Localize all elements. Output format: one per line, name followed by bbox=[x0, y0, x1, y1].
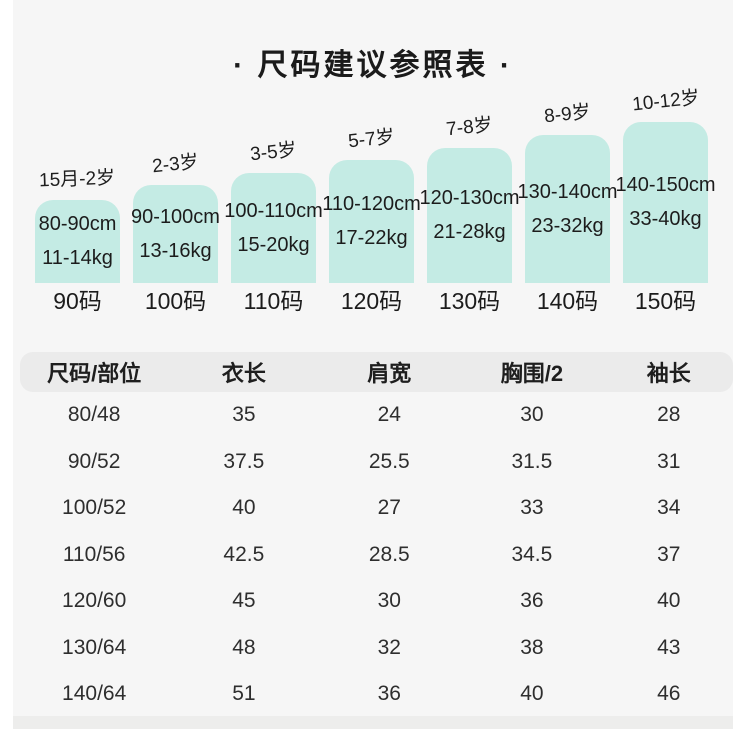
height-range: 140-150cm bbox=[615, 174, 716, 196]
cell-sleeve-length: 43 bbox=[657, 635, 681, 659]
col-header-shoulder-width: 肩宽 bbox=[367, 361, 412, 386]
size-bar: 140-150cm 33-40kg bbox=[615, 122, 716, 283]
cell-garment-length: 40 bbox=[232, 496, 256, 520]
weight-range: 13-16kg bbox=[139, 239, 212, 262]
age-range-label: 8-9岁 bbox=[543, 101, 592, 128]
cell-size: 120/60 bbox=[62, 589, 127, 613]
weight-range: 21-28kg bbox=[433, 221, 506, 243]
weight-range: 23-32kg bbox=[531, 214, 604, 237]
bottom-edge-strip bbox=[13, 716, 733, 729]
age-range-label: 15月-2岁 bbox=[39, 167, 116, 192]
table-row: 90/52 37.5 25.5 31.5 31 bbox=[20, 439, 733, 486]
cell-half-chest: 40 bbox=[520, 682, 544, 706]
cell-half-chest: 31.5 bbox=[511, 449, 553, 473]
size-code-label: 120码 bbox=[340, 288, 403, 314]
size-code-label: 100码 bbox=[144, 288, 207, 314]
cell-shoulder-width: 28.5 bbox=[368, 542, 410, 566]
size-column-100: 2-3岁 90-100cm 13-16kg 100码 bbox=[131, 149, 220, 314]
cell-garment-length: 35 bbox=[232, 403, 256, 427]
table-row: 80/48 35 24 30 28 bbox=[20, 392, 733, 439]
cell-sleeve-length: 37 bbox=[657, 542, 681, 566]
weight-range: 15-20kg bbox=[237, 233, 310, 256]
height-range: 80-90cm bbox=[38, 213, 117, 235]
weight-range: 11-14kg bbox=[42, 247, 113, 269]
cell-half-chest: 36 bbox=[520, 589, 544, 613]
size-column-90: 15月-2岁 80-90cm 11-14kg 90码 bbox=[35, 164, 120, 314]
cell-shoulder-width: 25.5 bbox=[368, 449, 410, 473]
size-bar-chart: 15月-2岁 80-90cm 11-14kg 90码 2-3岁 90-100cm… bbox=[35, 86, 716, 314]
size-code-label: 110码 bbox=[243, 288, 304, 314]
cell-sleeve-length: 34 bbox=[657, 496, 681, 520]
table-row: 140/64 51 36 40 46 bbox=[20, 671, 733, 718]
col-header-sleeve-length: 袖长 bbox=[646, 361, 691, 386]
size-column-140: 8-9岁 130-140cm 23-32kg 140码 bbox=[517, 99, 618, 314]
col-header-size-part: 尺码/部位 bbox=[47, 361, 142, 386]
size-bar: 80-90cm 11-14kg bbox=[35, 200, 120, 283]
weight-range: 33-40kg bbox=[629, 208, 702, 230]
size-column-130: 7-8岁 120-130cm 21-28kg 130码 bbox=[419, 112, 520, 314]
cell-size: 80/48 bbox=[67, 403, 121, 427]
cell-sleeve-length: 40 bbox=[657, 589, 681, 613]
table-row: 120/60 45 30 36 40 bbox=[20, 578, 733, 625]
page-title: · 尺码建议参照表 · bbox=[233, 49, 513, 82]
size-bar: 100-110cm 15-20kg bbox=[224, 173, 323, 283]
size-code-label: 140码 bbox=[536, 288, 599, 314]
table-row: 110/56 42.5 28.5 34.5 37 bbox=[20, 532, 733, 579]
cell-size: 130/64 bbox=[62, 635, 127, 659]
age-range-label: 2-3岁 bbox=[151, 151, 200, 178]
cell-garment-length: 51 bbox=[232, 682, 256, 706]
cell-sleeve-length: 31 bbox=[657, 449, 681, 473]
size-bar: 120-130cm 21-28kg bbox=[419, 148, 520, 283]
size-column-120: 5-7岁 110-120cm 17-22kg 120码 bbox=[322, 124, 421, 314]
cell-shoulder-width: 24 bbox=[377, 403, 401, 427]
cell-garment-length: 45 bbox=[232, 589, 256, 613]
height-range: 130-140cm bbox=[517, 180, 618, 203]
age-range-label: 5-7岁 bbox=[347, 126, 396, 153]
cell-garment-length: 37.5 bbox=[223, 449, 265, 473]
cell-garment-length: 42.5 bbox=[223, 542, 265, 566]
age-range-label: 10-12岁 bbox=[630, 87, 701, 116]
cell-half-chest: 38 bbox=[520, 635, 544, 659]
table-row: 100/52 40 27 33 34 bbox=[20, 485, 733, 532]
height-range: 100-110cm bbox=[224, 199, 323, 222]
measurements-table: 尺码/部位 衣长 肩宽 胸围/2 袖长 80/48 35 24 30 28 90… bbox=[20, 352, 733, 718]
size-code-label: 130码 bbox=[438, 288, 501, 314]
col-header-half-chest: 胸围/2 bbox=[500, 361, 564, 386]
cell-shoulder-width: 27 bbox=[377, 496, 401, 520]
size-column-110: 3-5岁 100-110cm 15-20kg 110码 bbox=[224, 137, 323, 314]
weight-range: 17-22kg bbox=[335, 227, 408, 249]
height-range: 90-100cm bbox=[131, 205, 220, 228]
cell-size: 140/64 bbox=[62, 682, 127, 706]
table-header-row: 尺码/部位 衣长 肩宽 胸围/2 袖长 bbox=[20, 352, 733, 392]
cell-shoulder-width: 36 bbox=[377, 682, 401, 706]
size-bar: 130-140cm 23-32kg bbox=[517, 135, 618, 283]
cell-size: 90/52 bbox=[67, 449, 121, 473]
age-range-label: 3-5岁 bbox=[249, 139, 298, 166]
cell-shoulder-width: 32 bbox=[377, 635, 401, 659]
cell-half-chest: 33 bbox=[520, 496, 544, 520]
cell-shoulder-width: 30 bbox=[377, 589, 401, 613]
height-range: 110-120cm bbox=[322, 193, 421, 215]
size-bar: 90-100cm 13-16kg bbox=[131, 185, 220, 283]
age-range-label: 7-8岁 bbox=[445, 114, 494, 141]
cell-half-chest: 34.5 bbox=[511, 542, 553, 566]
content-background: · 尺码建议参照表 · 15月-2岁 80-90cm 11-14kg 90码 2… bbox=[13, 0, 733, 729]
height-range: 120-130cm bbox=[419, 187, 520, 209]
size-code-label: 150码 bbox=[634, 288, 697, 314]
cell-size: 100/52 bbox=[62, 496, 127, 520]
size-bar: 110-120cm 17-22kg bbox=[322, 160, 421, 283]
cell-garment-length: 48 bbox=[232, 635, 256, 659]
col-header-garment-length: 衣长 bbox=[221, 361, 266, 386]
size-code-label: 90码 bbox=[53, 288, 102, 314]
cell-sleeve-length: 46 bbox=[657, 682, 681, 706]
table-row: 130/64 48 32 38 43 bbox=[20, 625, 733, 672]
cell-half-chest: 30 bbox=[520, 403, 544, 427]
cell-sleeve-length: 28 bbox=[657, 403, 681, 427]
cell-size: 110/56 bbox=[62, 542, 126, 566]
size-column-150: 10-12岁 140-150cm 33-40kg 150码 bbox=[615, 86, 716, 314]
